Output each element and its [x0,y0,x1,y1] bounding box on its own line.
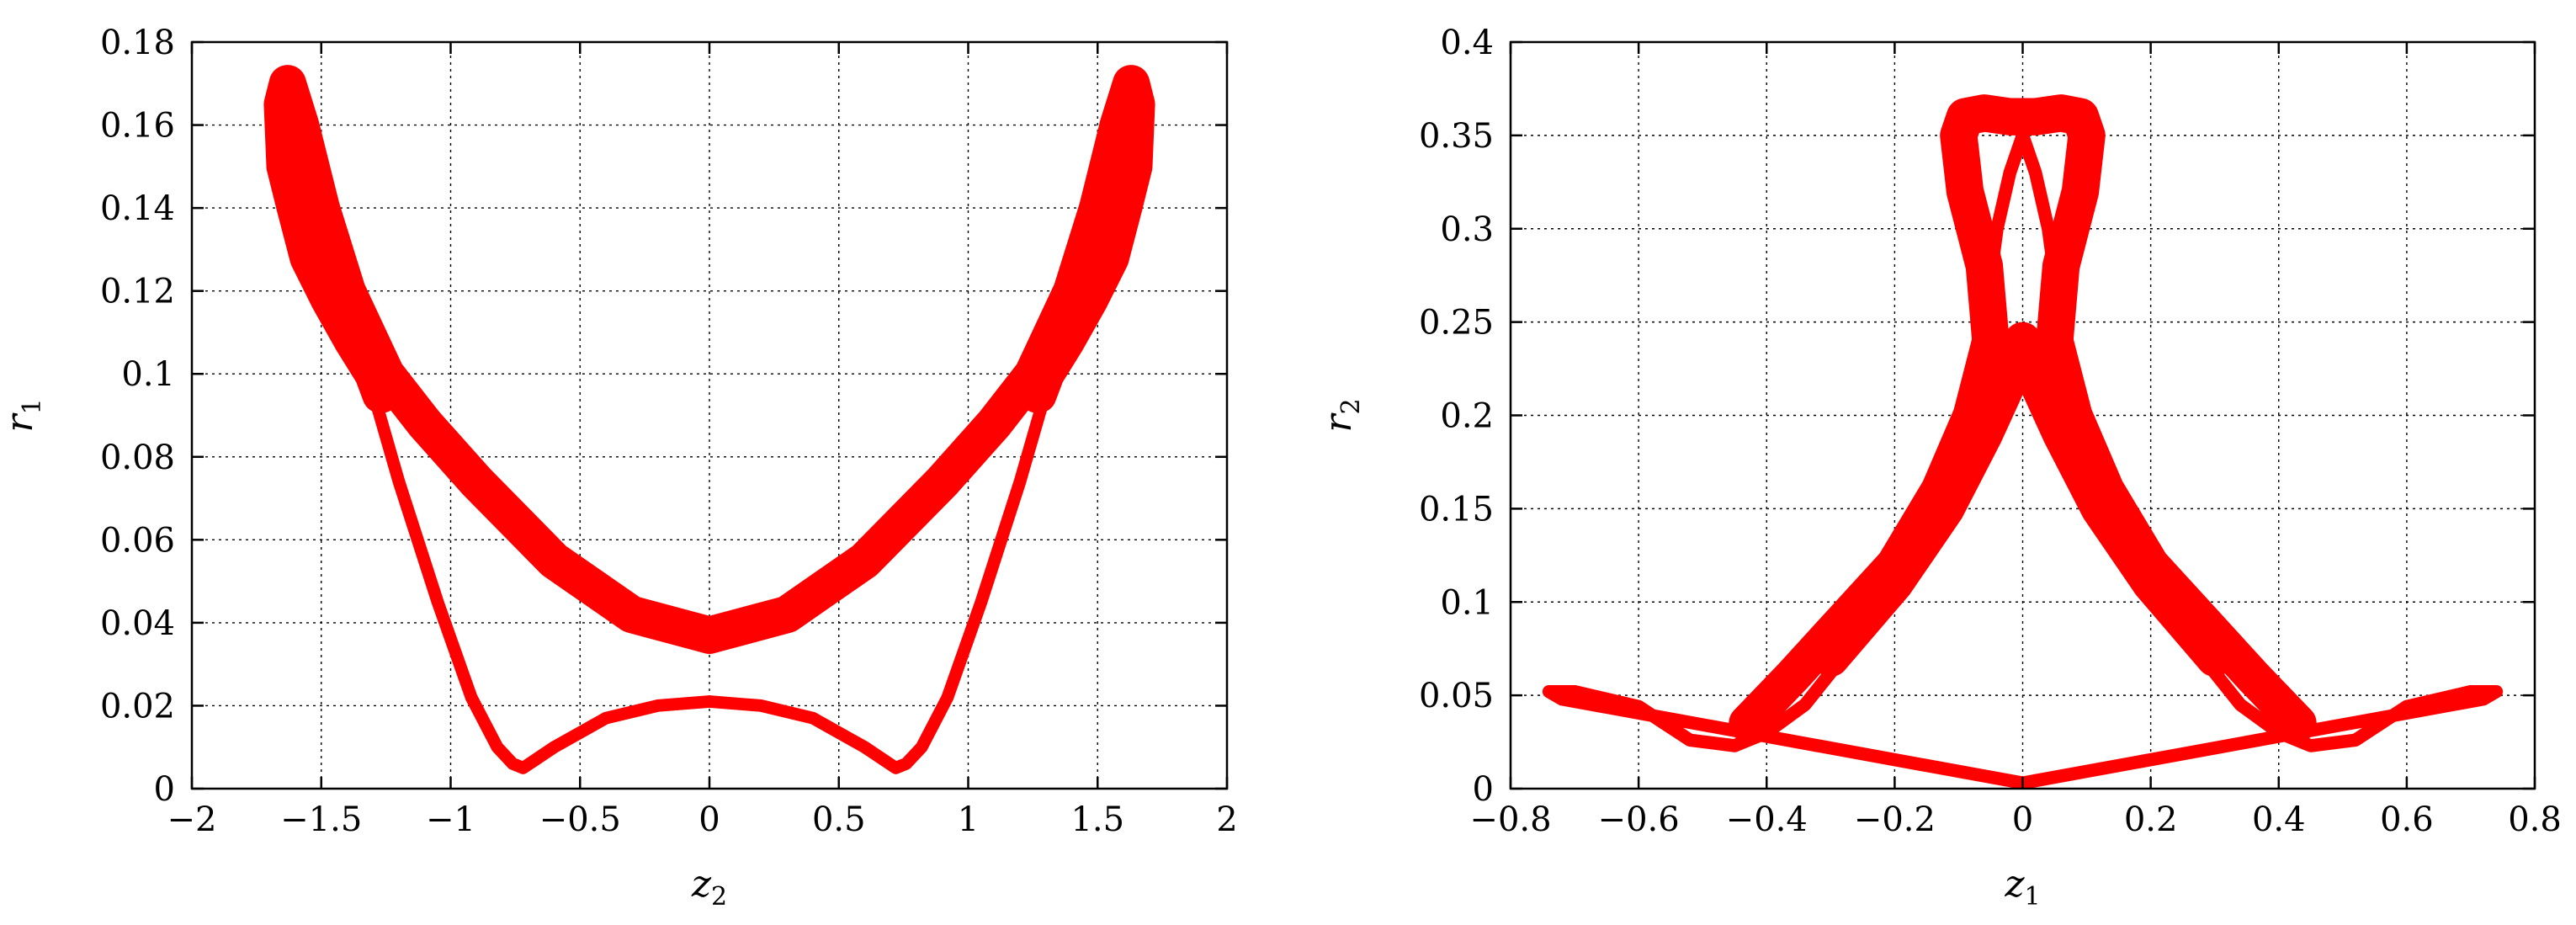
y-axis-label-subscript: 1 [18,398,47,414]
x-axis-label: z1 [2004,863,2040,912]
x-tick-label: 1.5 [1070,800,1124,839]
y-tick-label: 0.3 [1440,210,1494,249]
y-tick-label: 0.35 [1419,117,1494,156]
trajectory-series-1 [263,65,729,654]
x-tick-label: 1 [958,800,979,839]
y-tick-label: 0.14 [100,189,175,228]
x-tick-label: 0.6 [2380,800,2434,839]
x-tick-label: −0.5 [539,800,621,839]
chart-left: −2 −1.5 −1 −0.5 0 0.5 1 1.5 2 0 0.02 0.04 0.06 0.08 0.… [0,24,1238,912]
y-tick-label: 0.1 [121,355,175,394]
y-tick-label: 0.12 [100,273,175,311]
y-axis-label: r1 [0,398,47,432]
y-tick-label: 0.02 [100,687,175,726]
x-tick-label: −2 [167,800,217,839]
x-tick-label: 0 [698,800,720,839]
x-axis-label: z2 [691,863,727,912]
x-axis-label-subscript: 2 [711,882,727,912]
y-tick-label: 0.15 [1419,490,1494,529]
trajectory-series-0 [690,65,1155,654]
x-tick-label: −0.8 [1469,800,1551,839]
x-tick-label: −0.6 [1598,800,1680,839]
y-tick-label: 0.18 [100,24,175,62]
y-axis-label-subscript: 2 [1336,398,1366,414]
trajectory-series-3 [1812,322,2233,677]
y-tick-label: 0 [1473,770,1494,809]
chart-right: −0.8 −0.6 −0.4 −0.2 0 0.2 0.4 0.6 0.8 0 0.05 0.1 0.1… [1317,24,2562,912]
x-tick-label: 0.4 [2252,800,2306,839]
x-tick-label: −1 [426,800,475,839]
y-tick-label: 0.25 [1419,304,1494,343]
y-tick-label: 0.1 [1440,583,1494,622]
x-tick-label: −0.2 [1854,800,1936,839]
y-tick-label: 0.08 [100,439,175,477]
x-axis-label-subscript: 1 [2025,882,2041,912]
x-tick-label: 0.8 [2508,800,2562,839]
y-tick-label: 0.2 [1440,397,1494,436]
y-tick-label: 0 [154,770,175,809]
x-tick-label: 2 [1216,800,1237,839]
y-axis-label: r2 [1317,398,1366,432]
y-tick-label: 0.06 [100,521,175,560]
y-tick-label: 0.04 [100,604,175,643]
x-tick-label: 0.2 [2124,800,2178,839]
x-tick-label: −1.5 [280,800,362,839]
x-tick-label: −0.4 [1726,800,1808,839]
trajectory-series-2 [284,98,1135,774]
y-tick-label: 0.16 [100,107,175,146]
y-tick-label: 0.05 [1419,677,1494,715]
x-tick-label: 0 [2012,800,2033,839]
y-tick-label: 0.4 [1440,24,1494,62]
x-tick-label: 0.5 [812,800,866,839]
